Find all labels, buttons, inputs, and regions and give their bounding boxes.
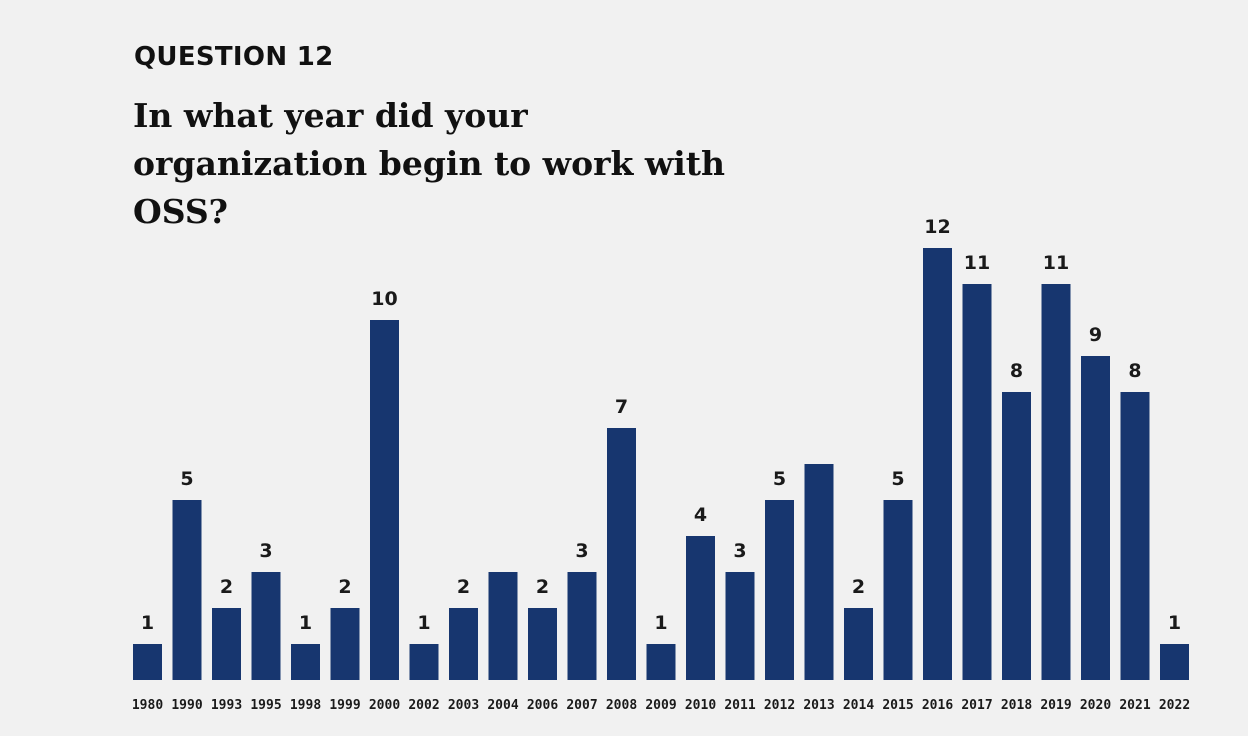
bar-2004 <box>488 572 518 680</box>
tick-label-2000: 2000 <box>369 698 400 713</box>
tick-label-2013: 2013 <box>803 698 834 713</box>
value-label-2014: 2 <box>852 576 865 598</box>
tick-label-2018: 2018 <box>1001 698 1032 713</box>
x-axis-tick-labels: 1980 1990 1993 1995 1998 1999 2000 2002 2003 2004… <box>132 698 1190 713</box>
tick-label-1998: 1998 <box>290 698 321 713</box>
bars-group <box>133 248 1189 680</box>
bar-2018 <box>1002 392 1031 680</box>
bar-2016 <box>923 248 952 680</box>
value-label-2009: 1 <box>654 612 667 634</box>
bar-1980 <box>133 644 162 680</box>
tick-label-1990: 1990 <box>171 698 202 713</box>
bar-2012 <box>765 500 794 680</box>
value-label-2010: 4 <box>694 504 707 526</box>
tick-label-2012: 2012 <box>764 698 795 713</box>
bar-2007 <box>567 572 597 680</box>
bar-2002 <box>409 644 439 680</box>
bar-2020 <box>1081 356 1110 680</box>
value-label-1998: 1 <box>299 612 312 634</box>
value-label-2020: 9 <box>1089 324 1102 346</box>
value-label-2019: 11 <box>1043 252 1069 274</box>
bar-2008 <box>607 428 636 680</box>
value-label-2008: 7 <box>615 396 628 418</box>
tick-label-1993: 1993 <box>211 698 242 713</box>
tick-label-2014: 2014 <box>843 698 874 713</box>
value-label-1995: 3 <box>259 540 272 562</box>
value-label-2006: 2 <box>536 576 549 598</box>
bar-2011 <box>725 572 755 680</box>
bar-2006 <box>528 608 557 680</box>
bar-2021 <box>1120 392 1150 680</box>
value-label-2022: 1 <box>1168 612 1181 634</box>
bar-1995 <box>251 572 281 680</box>
bar-2015 <box>883 500 913 680</box>
value-label-2002: 1 <box>417 612 430 634</box>
tick-label-2017: 2017 <box>961 698 992 713</box>
value-label-2018: 8 <box>1010 360 1023 382</box>
tick-label-1999: 1999 <box>329 698 360 713</box>
tick-label-2008: 2008 <box>606 698 637 713</box>
tick-label-2020: 2020 <box>1080 698 1111 713</box>
value-label-2007: 3 <box>575 540 588 562</box>
tick-label-2007: 2007 <box>566 698 597 713</box>
tick-label-2006: 2006 <box>527 698 558 713</box>
question-number: QUESTION 12 <box>134 42 334 72</box>
tick-label-2010: 2010 <box>685 698 716 713</box>
tick-label-2003: 2003 <box>448 698 479 713</box>
value-label-1999: 2 <box>338 576 351 598</box>
tick-label-2002: 2002 <box>408 698 439 713</box>
tick-label-2015: 2015 <box>882 698 913 713</box>
tick-label-1995: 1995 <box>250 698 281 713</box>
bar-2009 <box>646 644 676 680</box>
value-label-2015: 5 <box>891 468 904 490</box>
bar-1999 <box>330 608 360 680</box>
tick-label-2011: 2011 <box>724 698 755 713</box>
value-label-2003: 2 <box>457 576 470 598</box>
value-label-1980: 1 <box>141 612 154 634</box>
value-label-2016: 12 <box>924 216 950 238</box>
bar-1993 <box>212 608 241 680</box>
bar-2014 <box>844 608 873 680</box>
value-label-1990: 5 <box>180 468 193 490</box>
bar-2000 <box>370 320 399 680</box>
bar-2022 <box>1160 644 1189 680</box>
bar-1990 <box>172 500 202 680</box>
value-label-2017: 11 <box>964 252 990 274</box>
value-label-2011: 3 <box>733 540 746 562</box>
tick-label-2016: 2016 <box>922 698 953 713</box>
tick-label-2004: 2004 <box>487 698 518 713</box>
value-label-2021: 8 <box>1128 360 1141 382</box>
tick-label-2022: 2022 <box>1159 698 1190 713</box>
bar-2017 <box>962 284 992 680</box>
tick-label-2019: 2019 <box>1040 698 1071 713</box>
bar-1998 <box>291 644 320 680</box>
bar-2013 <box>804 464 834 680</box>
bar-2003 <box>449 608 478 680</box>
value-label-2000: 10 <box>371 288 397 310</box>
bar-2019 <box>1041 284 1071 680</box>
question-title: In what year did your organization begin… <box>133 96 726 231</box>
tick-label-2009: 2009 <box>645 698 676 713</box>
tick-label-2021: 2021 <box>1119 698 1150 713</box>
tick-label-1980: 1980 <box>132 698 163 713</box>
value-label-2012: 5 <box>773 468 786 490</box>
bar-2010 <box>686 536 715 680</box>
value-label-1993: 2 <box>220 576 233 598</box>
